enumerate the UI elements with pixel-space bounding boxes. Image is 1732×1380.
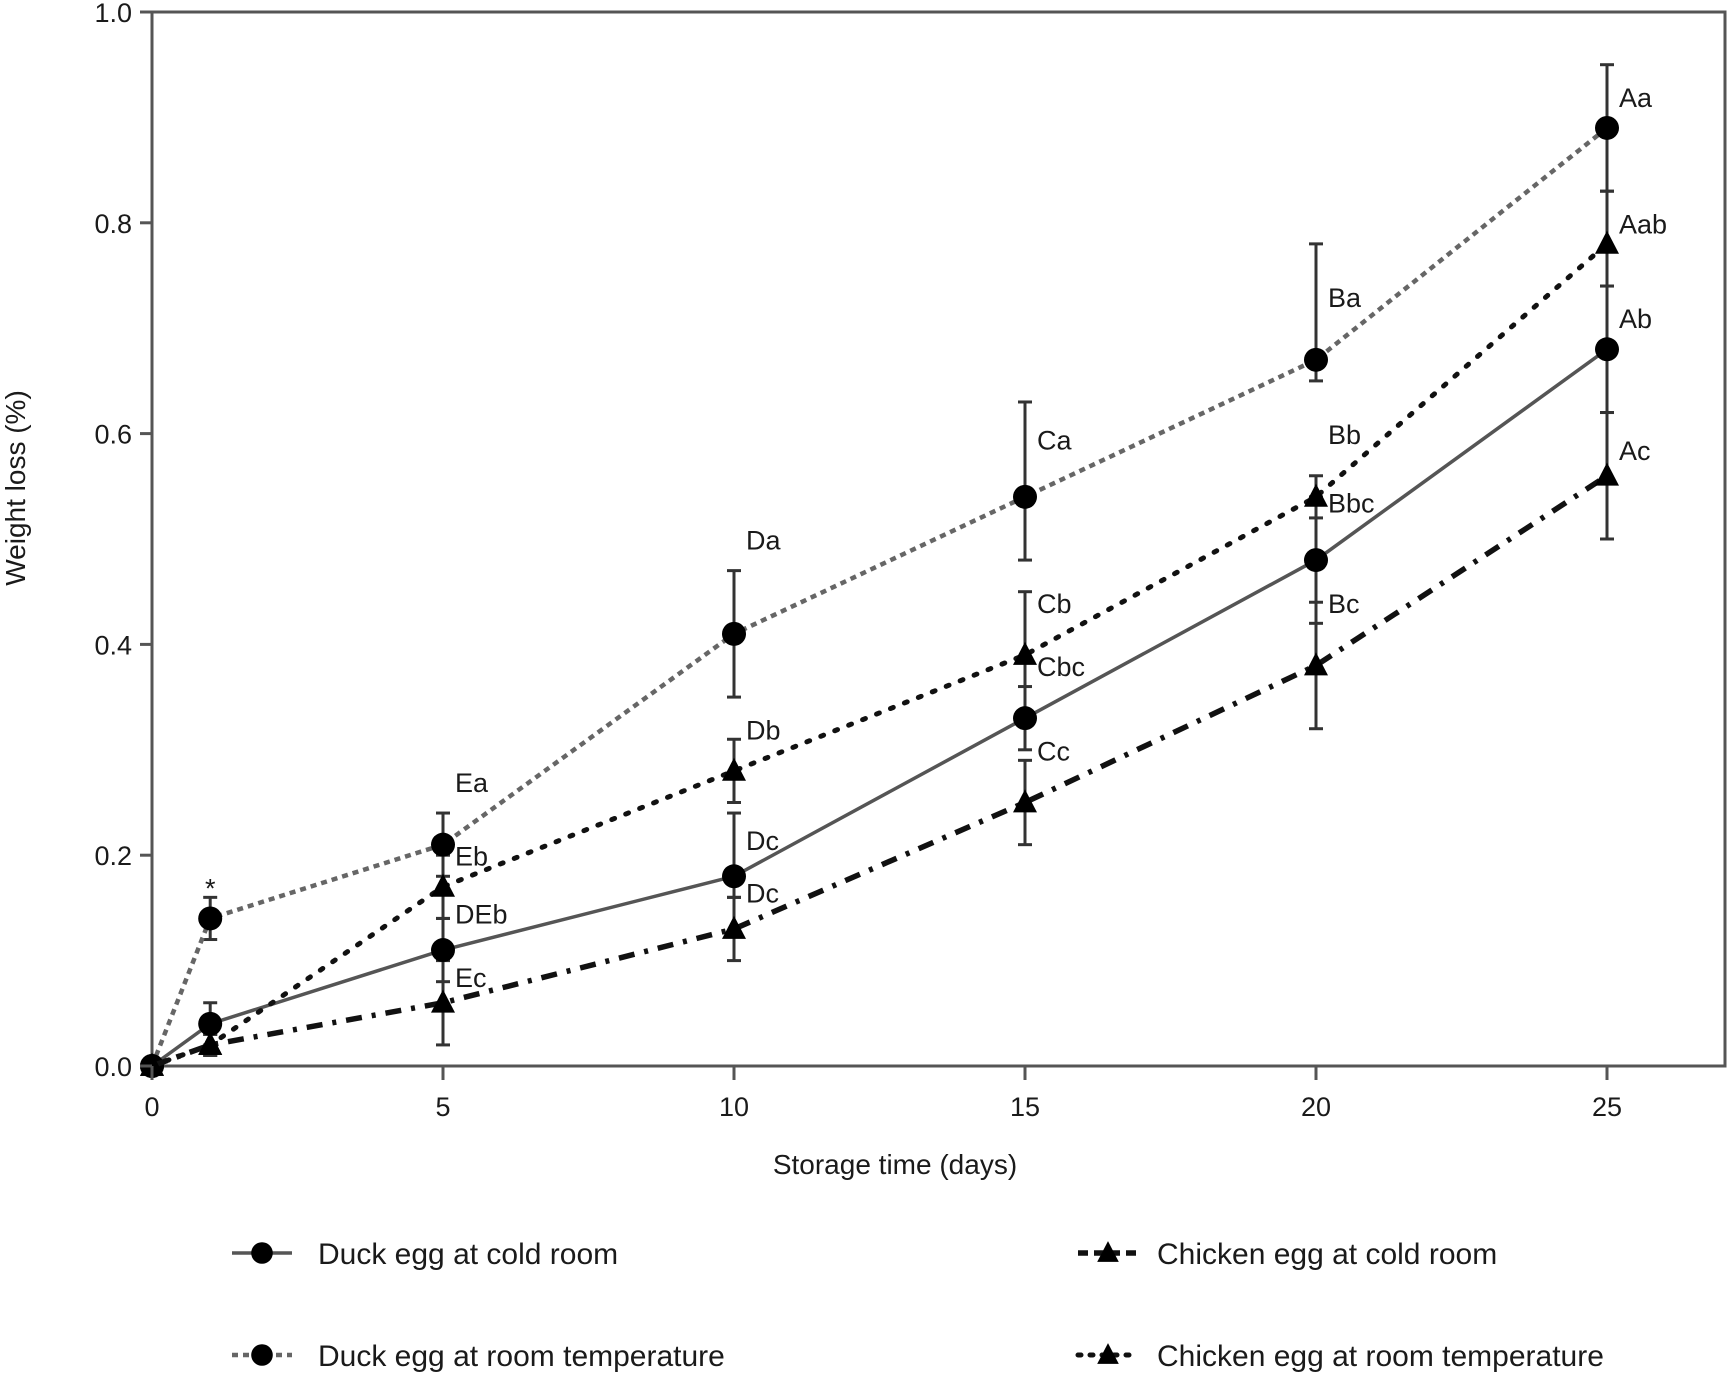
data-point xyxy=(722,757,746,781)
x-tick-label: 15 xyxy=(1010,1092,1040,1122)
data-point xyxy=(1595,462,1619,486)
data-point xyxy=(1595,337,1619,362)
legend-triangle-marker xyxy=(1097,1241,1119,1262)
legend-item: Duck egg at cold room xyxy=(232,1238,618,1271)
data-point xyxy=(431,873,455,897)
y-tick-label: 0.4 xyxy=(94,630,132,660)
significance-label: Ea xyxy=(455,768,489,798)
plot-border xyxy=(150,10,1727,1068)
data-point xyxy=(722,621,746,646)
data-point xyxy=(1304,347,1328,372)
legend-circle-marker xyxy=(251,1344,273,1366)
significance-label: Cbc xyxy=(1037,652,1085,682)
legend-item: Chicken egg at cold room xyxy=(1078,1238,1497,1271)
data-point xyxy=(1304,548,1328,573)
data-point xyxy=(198,906,223,931)
series-layer xyxy=(140,63,1619,1078)
significance-label: Cc xyxy=(1037,736,1070,766)
series-line xyxy=(150,347,1609,1068)
y-tick-label: 0.0 xyxy=(94,1052,132,1082)
legend: Duck egg at cold room Duck egg at room te… xyxy=(232,1238,1604,1373)
series-1-errorbars xyxy=(203,63,1614,942)
series-0 xyxy=(140,337,1619,1078)
significance-label: * xyxy=(205,873,216,903)
significance-label: Ac xyxy=(1619,436,1651,466)
series-2 xyxy=(140,462,1619,1076)
significance-label: Bc xyxy=(1328,589,1360,619)
series-line xyxy=(149,126,1609,1067)
significance-label: Bb xyxy=(1328,420,1361,450)
data-point xyxy=(1595,230,1619,254)
x-tick-label: 25 xyxy=(1592,1092,1622,1122)
x-tick-label: 10 xyxy=(719,1092,749,1122)
significance-label: Da xyxy=(746,526,781,556)
significance-label: Aa xyxy=(1619,83,1653,113)
data-point xyxy=(431,832,455,857)
series-1 xyxy=(140,115,1619,1078)
series-0-errorbars xyxy=(203,284,1614,1047)
series-line xyxy=(149,241,1610,1069)
legend-item: Duck egg at room temperature xyxy=(232,1340,725,1373)
data-point xyxy=(722,864,746,889)
legend-label: Duck egg at room temperature xyxy=(318,1340,725,1373)
annotation-layer: * Ea Eb DEb Ec Da Db Dc Dc Ca Cb Cbc Cc Ba Bb Bbc Bc Aa Aa… xyxy=(205,83,1667,993)
series-3-errorbars xyxy=(203,189,1614,1057)
y-tick-label: 1.0 xyxy=(94,0,132,28)
x-tick-label: 5 xyxy=(435,1092,450,1122)
significance-label: Db xyxy=(746,715,781,745)
data-point xyxy=(1304,483,1328,507)
data-point xyxy=(1013,789,1037,813)
plot-frame xyxy=(150,10,1727,1068)
legend-item: Chicken egg at room temperature xyxy=(1075,1340,1604,1373)
series-3 xyxy=(140,230,1619,1076)
y-tick-label: 0.2 xyxy=(94,841,132,871)
legend-label: Duck egg at cold room xyxy=(318,1238,618,1271)
y-tick-label: 0.6 xyxy=(94,420,132,450)
data-point xyxy=(431,938,455,963)
x-tick-label: 0 xyxy=(144,1092,159,1122)
data-point xyxy=(1595,115,1619,140)
data-point xyxy=(431,989,455,1013)
significance-label: Aab xyxy=(1619,209,1667,239)
series-line xyxy=(151,473,1609,1069)
data-point xyxy=(198,1011,223,1036)
significance-label: Eb xyxy=(455,842,488,872)
y-tick-label: 0.8 xyxy=(94,209,132,239)
significance-label: Bbc xyxy=(1328,489,1375,519)
significance-label: Ec xyxy=(455,963,487,993)
data-point xyxy=(1013,706,1037,731)
legend-circle-marker xyxy=(251,1242,273,1264)
legend-triangle-marker xyxy=(1097,1343,1119,1364)
data-point xyxy=(1304,652,1328,676)
x-tick-label: 20 xyxy=(1301,1092,1331,1122)
legend-label: Chicken egg at room temperature xyxy=(1157,1340,1604,1373)
significance-label: Cb xyxy=(1037,589,1072,619)
data-point xyxy=(140,1052,164,1076)
axes-layer: 0.0 0.2 0.4 0.6 0.8 1.0 0 5 10 15 20 25 xyxy=(94,0,1622,1122)
significance-label: DEb xyxy=(455,900,508,930)
legend-label: Chicken egg at cold room xyxy=(1157,1238,1497,1271)
y-axis-title: Weight loss (%) xyxy=(0,390,31,586)
data-point xyxy=(1013,484,1037,509)
significance-label: Dc xyxy=(746,826,779,856)
data-point xyxy=(722,915,746,939)
significance-label: Dc xyxy=(746,879,779,909)
data-point xyxy=(1013,641,1037,665)
x-axis-title: Storage time (days) xyxy=(773,1149,1017,1180)
significance-label: Ca xyxy=(1037,425,1072,455)
significance-label: Ab xyxy=(1619,304,1652,334)
data-point xyxy=(198,1031,223,1055)
significance-label: Ba xyxy=(1328,283,1362,313)
